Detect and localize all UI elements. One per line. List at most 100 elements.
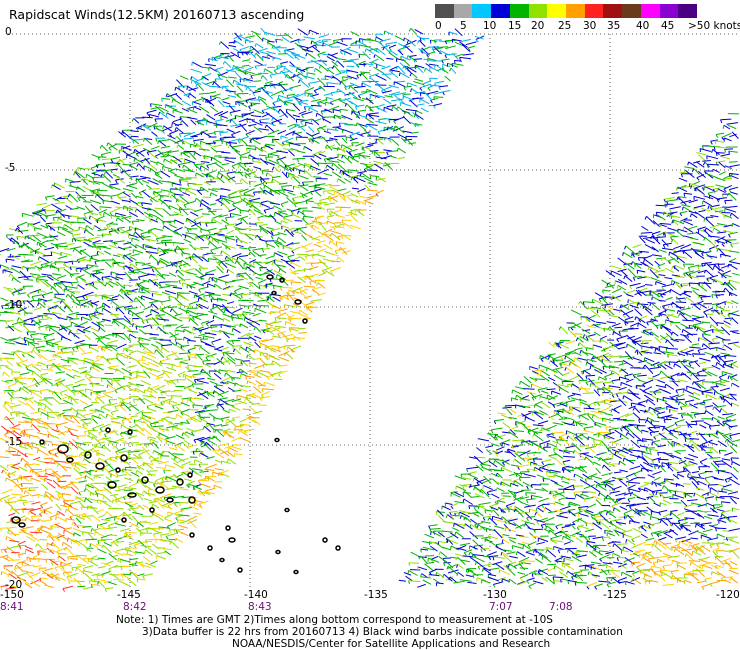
wind-barb-flag — [195, 447, 198, 452]
wind-barb-flag — [36, 315, 40, 320]
wind-barb — [115, 305, 124, 310]
wind-barb-flag — [16, 236, 19, 241]
wind-barb — [277, 156, 287, 166]
wind-barb-flag — [113, 242, 116, 246]
wind-barb — [213, 417, 222, 420]
wind-barb — [248, 103, 257, 107]
wind-barb — [162, 235, 173, 238]
wind-barb-flag — [284, 352, 287, 357]
wind-barb — [337, 178, 346, 184]
wind-barb-flag — [92, 181, 95, 185]
wind-barb — [110, 276, 119, 281]
wind-barb — [307, 125, 315, 133]
wind-barb — [209, 380, 218, 385]
wind-barb — [307, 305, 319, 309]
wind-barb — [95, 337, 104, 340]
wind-barb — [31, 212, 42, 217]
wind-barb — [13, 430, 23, 437]
wind-barb — [252, 247, 264, 251]
wind-barb — [364, 177, 374, 183]
wind-barb-flag — [258, 98, 261, 103]
wind-barb-flag — [202, 98, 205, 102]
wind-barb — [116, 415, 127, 420]
wind-barb — [331, 232, 341, 241]
wind-barb-flag — [420, 50, 424, 54]
wind-barb-flag — [451, 63, 453, 67]
wind-barb-flag — [253, 272, 255, 276]
wind-barb — [293, 185, 301, 189]
wind-barb-flag — [43, 494, 47, 498]
wind-barb — [299, 309, 309, 316]
wind-barb — [139, 521, 151, 523]
wind-barb — [186, 480, 196, 486]
wind-barb-flag — [278, 268, 281, 273]
wind-barb — [168, 340, 176, 346]
wind-barb — [109, 223, 119, 225]
wind-barb — [71, 281, 79, 284]
wind-barb — [37, 265, 48, 269]
wind-barb-flag — [152, 450, 155, 454]
wind-barb — [357, 187, 366, 193]
wind-barb-flag — [83, 431, 87, 435]
wind-barb — [392, 93, 401, 101]
wind-barb — [385, 41, 398, 45]
wind-barb — [72, 384, 81, 388]
wind-barb-flag — [1, 469, 4, 474]
wind-barb — [154, 207, 163, 210]
wind-barb-flag — [129, 372, 133, 377]
wind-barb — [143, 211, 153, 218]
wind-barb — [16, 477, 28, 480]
wind-barb — [325, 144, 336, 150]
wind-barb — [263, 269, 273, 274]
wind-barb — [231, 130, 241, 136]
wind-barb — [175, 93, 182, 100]
wind-barb — [412, 111, 420, 119]
wind-barb — [188, 290, 198, 295]
wind-barb-flag — [431, 46, 434, 50]
wind-barb — [209, 203, 217, 206]
wind-barb-flag — [110, 473, 112, 478]
wind-barb — [145, 313, 153, 318]
wind-barb-flag — [271, 45, 274, 49]
wind-barb — [38, 302, 46, 309]
wind-barb — [239, 437, 251, 443]
wind-barb — [132, 268, 144, 271]
wind-barb — [326, 82, 339, 85]
wind-barb — [337, 256, 345, 263]
wind-barb — [199, 267, 209, 269]
wind-barb — [51, 184, 61, 191]
wind-barb-flag — [37, 279, 40, 283]
wind-barb-flag — [290, 349, 294, 353]
wind-barb — [115, 357, 125, 366]
wind-barb — [304, 222, 315, 226]
wind-barb — [271, 321, 282, 324]
wind-barb-flag — [212, 81, 215, 86]
wind-barb-flag — [177, 293, 180, 298]
wind-barb — [74, 236, 86, 239]
wind-barb-flag — [198, 480, 200, 484]
wind-barb — [365, 97, 374, 105]
wind-barb — [273, 205, 282, 211]
wind-barb — [246, 342, 254, 347]
wind-barb — [62, 325, 72, 329]
wind-barb — [223, 398, 235, 403]
wind-barb — [18, 466, 28, 472]
wind-barb — [388, 91, 401, 96]
wind-barb-flag — [246, 354, 249, 359]
wind-barb-flag — [414, 65, 418, 70]
wind-barb — [332, 147, 341, 150]
wind-barb — [259, 122, 268, 124]
wind-barb-flag — [424, 67, 426, 72]
wind-barb-flag — [27, 223, 29, 228]
wind-barb — [257, 214, 267, 219]
wind-barb-flag — [245, 375, 247, 380]
wind-barb — [300, 101, 308, 105]
wind-barb — [78, 366, 88, 370]
wind-barb — [374, 163, 384, 170]
wind-barb — [124, 271, 133, 281]
wind-barb-flag — [415, 110, 417, 114]
wind-barb-flag — [302, 182, 305, 186]
wind-barb — [142, 362, 150, 366]
wind-barb — [118, 149, 127, 153]
wind-barb — [240, 423, 251, 426]
